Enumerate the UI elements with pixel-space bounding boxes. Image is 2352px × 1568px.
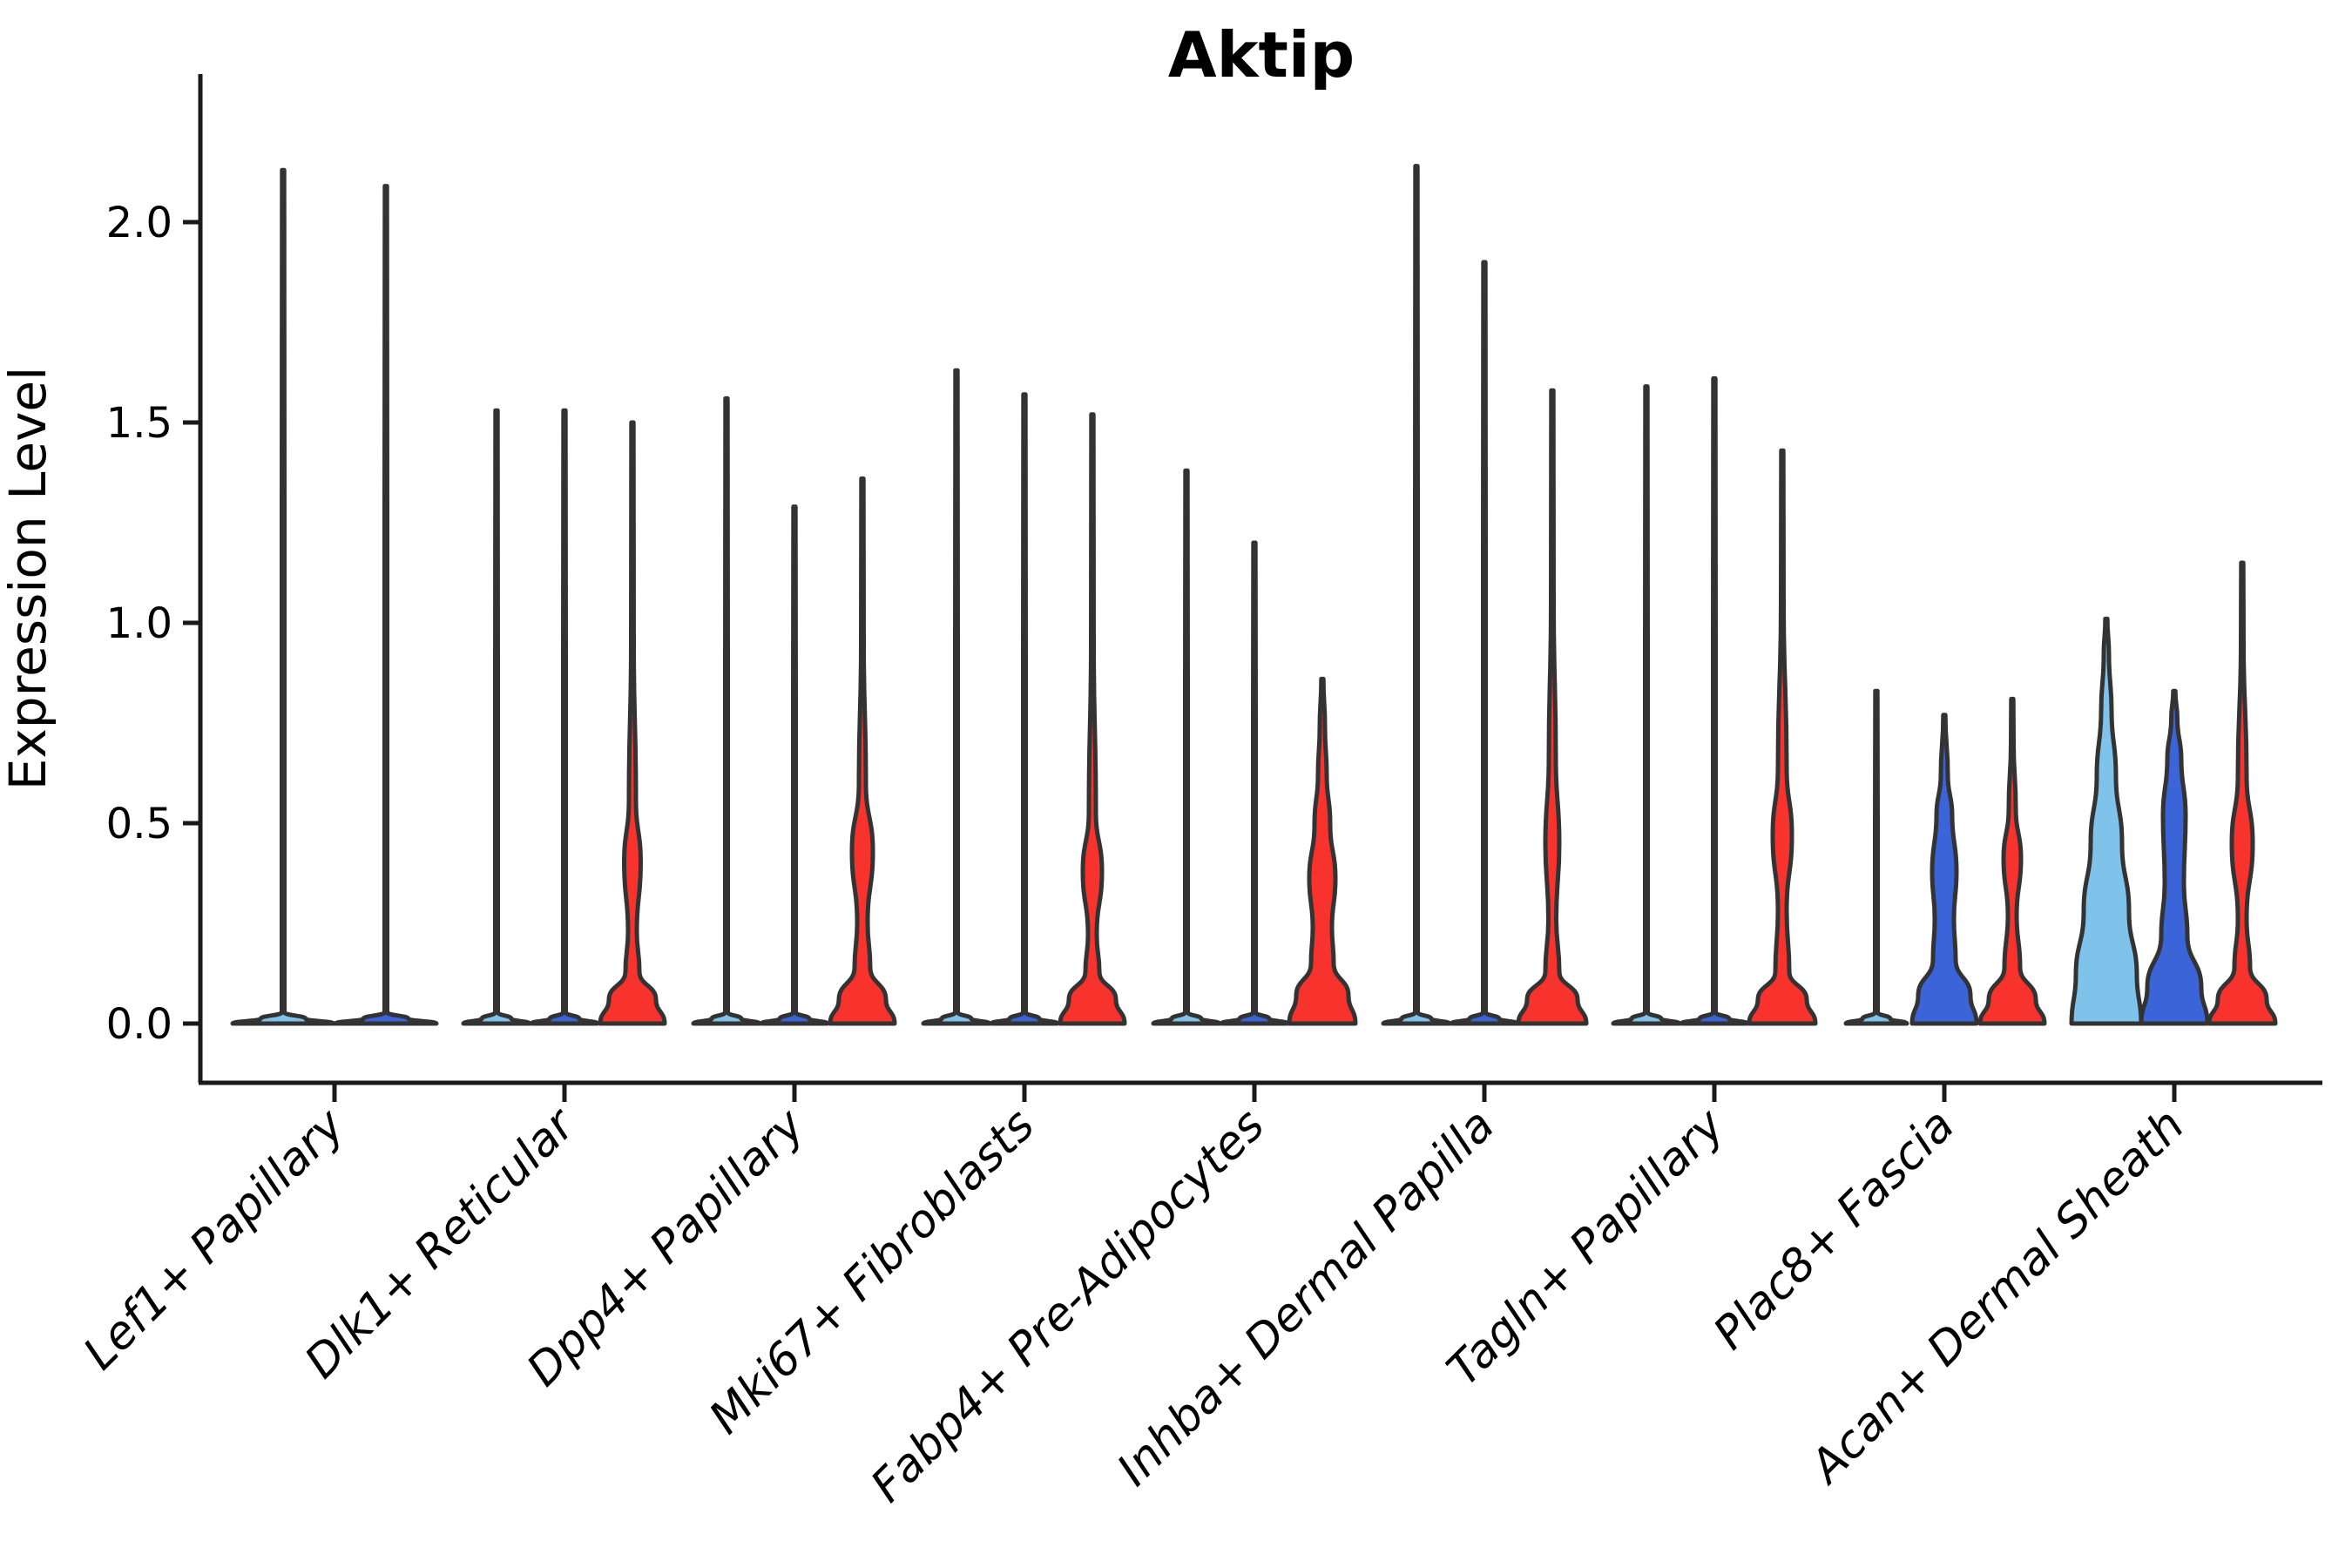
violin-lef1-papillary-split2 — [333, 184, 439, 1026]
violin-dpp4-papillary-split1 — [691, 395, 762, 1026]
violin-mki67-fibroblasts-split1 — [921, 368, 992, 1026]
y-tick-label-1: 1.0 — [106, 599, 172, 648]
violin-dpp4-papillary-split3 — [828, 476, 897, 1026]
violin-fabp4-pre-adipocytes-split1 — [1151, 468, 1222, 1026]
y-tick-label-2: 2.0 — [106, 199, 172, 247]
violin-inhba-dermal-papilla-split3 — [1516, 388, 1589, 1026]
violin-mki67-fibroblasts-split2 — [989, 392, 1060, 1026]
violin-fabp4-pre-adipocytes-split3 — [1287, 676, 1358, 1026]
x-tick-label-plac8-fascia: Plac8+ Fascia — [1704, 1099, 1964, 1360]
violin-inhba-dermal-papilla-split2 — [1449, 260, 1520, 1026]
violin-tagln-papillary-split1 — [1611, 384, 1682, 1026]
y-tick-label-0: 0.0 — [106, 1000, 172, 1049]
y-tick-label-0.5: 0.5 — [106, 800, 172, 848]
violin-fabp4-pre-adipocytes-split2 — [1219, 540, 1290, 1026]
violin-tagln-papillary-split2 — [1679, 375, 1750, 1026]
violin-acan-dermal-sheath-split2 — [2139, 688, 2210, 1026]
violin-dpp4-papillary-split2 — [759, 504, 830, 1026]
y-axis-label: Expression Level — [0, 367, 57, 790]
plot-title: Aktip — [1168, 18, 1355, 91]
violin-dlk1-reticular-split3 — [598, 420, 667, 1026]
violin-dlk1-reticular-split1 — [461, 408, 532, 1026]
violin-acan-dermal-sheath-split1 — [2069, 616, 2144, 1026]
y-tick-label-1.5: 1.5 — [106, 399, 172, 448]
violin-acan-dermal-sheath-split3 — [2207, 560, 2278, 1026]
x-tick-label-fabp4-pre-adipocytes: Fabp4+ Pre-Adipocytes — [862, 1099, 1275, 1513]
violin-plac8-fascia-split3 — [1977, 696, 2047, 1026]
violin-plac8-fascia-split1 — [1843, 688, 1909, 1026]
violins-layer — [230, 164, 2278, 1026]
x-tick-label-acan-dermal-sheath: Acan+ Dermal Sheath — [1799, 1099, 2194, 1495]
violin-lef1-papillary-split1 — [230, 167, 336, 1026]
violin-inhba-dermal-papilla-split1 — [1381, 164, 1452, 1026]
violin-tagln-papillary-split3 — [1747, 448, 1818, 1026]
violin-dlk1-reticular-split2 — [529, 408, 600, 1026]
x-tick-label-inhba-dermal-papilla: Inhba+ Dermal Papilla — [1107, 1099, 1504, 1497]
violin-mki67-fibroblasts-split3 — [1058, 412, 1127, 1026]
violin-plac8-fascia-split2 — [1909, 713, 1979, 1026]
